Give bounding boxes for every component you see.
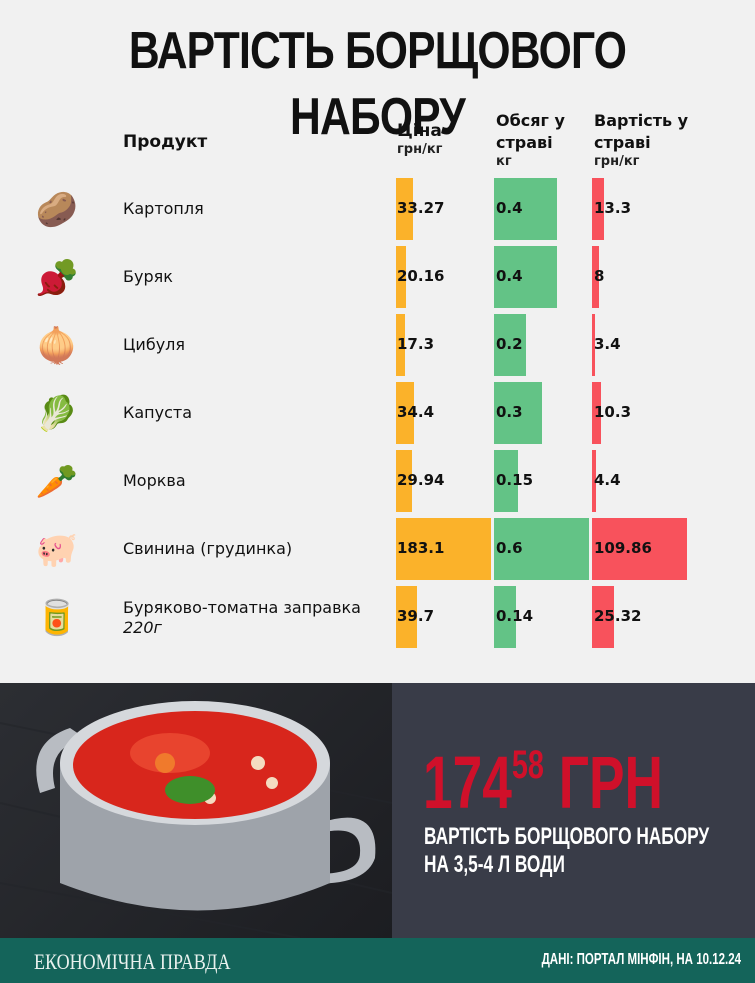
cost-bar <box>592 382 601 444</box>
cost-value: 10.3 <box>594 403 632 421</box>
tomato-can-icon: 🥫 <box>35 598 79 638</box>
cost-bar <box>592 178 604 240</box>
carrot-icon: 🥕 <box>35 462 79 502</box>
header-product: Продукт <box>123 132 208 152</box>
product-label: Капуста <box>123 403 193 422</box>
price-value: 183.1 <box>397 539 445 557</box>
volume-value: 0.4 <box>496 199 523 217</box>
summary-panel: 17458 ГРН ВАРТІСТЬ БОРЩОВОГО НАБОРУ НА 3… <box>0 683 755 938</box>
header-price-label: Ціна <box>397 121 442 141</box>
volume-value: 0.2 <box>496 335 523 353</box>
total-main: 174 <box>423 741 512 824</box>
header-cost-unit: грн/кг <box>594 154 640 169</box>
cost-value: 109.86 <box>594 539 652 557</box>
cost-bar <box>592 518 687 580</box>
potato-icon: 🥔 <box>35 190 79 230</box>
product-name: Морква <box>123 471 186 490</box>
price-bar <box>396 246 406 308</box>
table-row: 🥫 Буряково-томатна заправка 220г 39.7 0.14 25… <box>0 586 755 648</box>
volume-bar <box>494 314 526 376</box>
cost-value: 13.3 <box>594 199 632 217</box>
price-value: 17.3 <box>397 335 435 353</box>
cost-bar <box>592 450 596 512</box>
table-row: 🥕 Морква 29.94 0.15 4.4 <box>0 450 755 512</box>
table-row: 🧅 Цибуля 17.3 0.2 3.4 <box>0 314 755 376</box>
volume-value: 0.14 <box>496 607 534 625</box>
price-value: 29.94 <box>397 471 445 489</box>
product-label: Цибуля <box>123 335 186 354</box>
footer: ЕКОНОМІЧНА ПРАВДА ДАНІ: ПОРТАЛ МІНФІН, Н… <box>0 938 755 983</box>
table-row: 🥬 Капуста 34.4 0.3 10.3 <box>0 382 755 444</box>
borscht-pot-image <box>0 683 392 938</box>
header-price: Ціна грн/кг <box>397 120 442 158</box>
cost-bar <box>592 586 614 648</box>
price-value: 20.16 <box>397 267 445 285</box>
beet-icon: 🫜 <box>35 258 79 298</box>
cost-value: 4.4 <box>594 471 621 489</box>
pig-icon: 🐖 <box>35 530 79 570</box>
price-bar <box>396 450 412 512</box>
volume-bar <box>494 178 557 240</box>
total-currency: ГРН <box>558 741 663 824</box>
data-source: ДАНІ: ПОРТАЛ МІНФІН, НА 10.12.24 <box>541 951 741 968</box>
price-bar <box>396 314 405 376</box>
product-name: Свинина (грудинка) <box>123 539 292 558</box>
cost-bar <box>592 246 599 308</box>
cost-value: 25.32 <box>594 607 642 625</box>
volume-bar <box>494 586 516 648</box>
product-label: Картопля <box>123 199 204 218</box>
header-price-unit: грн/кг <box>397 142 443 157</box>
product-name: Картопля <box>123 199 204 218</box>
total-fraction: 58 <box>511 743 544 787</box>
product-label: Морква <box>123 471 186 490</box>
cost-value: 8 <box>594 267 605 285</box>
volume-bar <box>494 518 589 580</box>
price-value: 33.27 <box>397 199 445 217</box>
price-bar <box>396 382 414 444</box>
header-cost-label: Вартість у страві <box>594 111 689 152</box>
price-bar <box>396 518 491 580</box>
header-volume-label: Обсяг у стравi <box>496 111 565 152</box>
volume-bar <box>494 450 518 512</box>
brand-logo: ЕКОНОМІЧНА ПРАВДА <box>34 949 231 974</box>
borscht-pot-icon <box>0 701 392 938</box>
cost-bar <box>592 314 595 376</box>
volume-value: 0.4 <box>496 267 523 285</box>
price-value: 34.4 <box>397 403 435 421</box>
cabbage-icon: 🥬 <box>35 394 79 434</box>
volume-value: 0.6 <box>496 539 523 557</box>
header-volume: Обсяг у стравi кг <box>496 110 576 170</box>
price-value: 39.7 <box>397 607 435 625</box>
product-name: Цибуля <box>123 335 185 354</box>
product-label: Буряк <box>123 267 173 286</box>
product-label: Буряково-томатна заправка <box>123 598 361 617</box>
caption-line-2: НА 3,5-4 Л ВОДИ <box>424 851 565 878</box>
product-name: Капуста <box>123 403 192 422</box>
cost-value: 3.4 <box>594 335 621 353</box>
product-name: Буряково-томатна заправка 220г <box>123 598 361 638</box>
price-bar <box>396 178 413 240</box>
page-title: ВАРТІСТЬ БОРЩОВОГО НАБОРУ <box>128 22 627 146</box>
volume-value: 0.15 <box>496 471 534 489</box>
product-note: 220г <box>123 618 162 637</box>
header-volume-unit: кг <box>496 154 512 169</box>
total-cost: 17458 ГРН <box>423 725 663 823</box>
table-row: 🥔 Картопля 33.27 0.4 13.3 <box>0 178 755 240</box>
volume-bar <box>494 382 542 444</box>
volume-bar <box>494 246 557 308</box>
volume-value: 0.3 <box>496 403 523 421</box>
product-label: Свинина (грудинка) <box>123 539 293 558</box>
total-caption: ВАРТІСТЬ БОРЩОВОГО НАБОРУ НА 3,5-4 Л ВОД… <box>424 823 709 879</box>
price-bar <box>396 586 417 648</box>
table-row: 🐖 Свинина (грудинка) 183.1 0.6 109.86 <box>0 518 755 580</box>
header-cost: Вартість у страві грн/кг <box>594 110 704 170</box>
table-row: 🫜 Буряк 20.16 0.4 8 <box>0 246 755 308</box>
onion-icon: 🧅 <box>35 326 79 366</box>
caption-line-1: ВАРТІСТЬ БОРЩОВОГО НАБОРУ <box>424 823 710 850</box>
product-name: Буряк <box>123 267 173 286</box>
